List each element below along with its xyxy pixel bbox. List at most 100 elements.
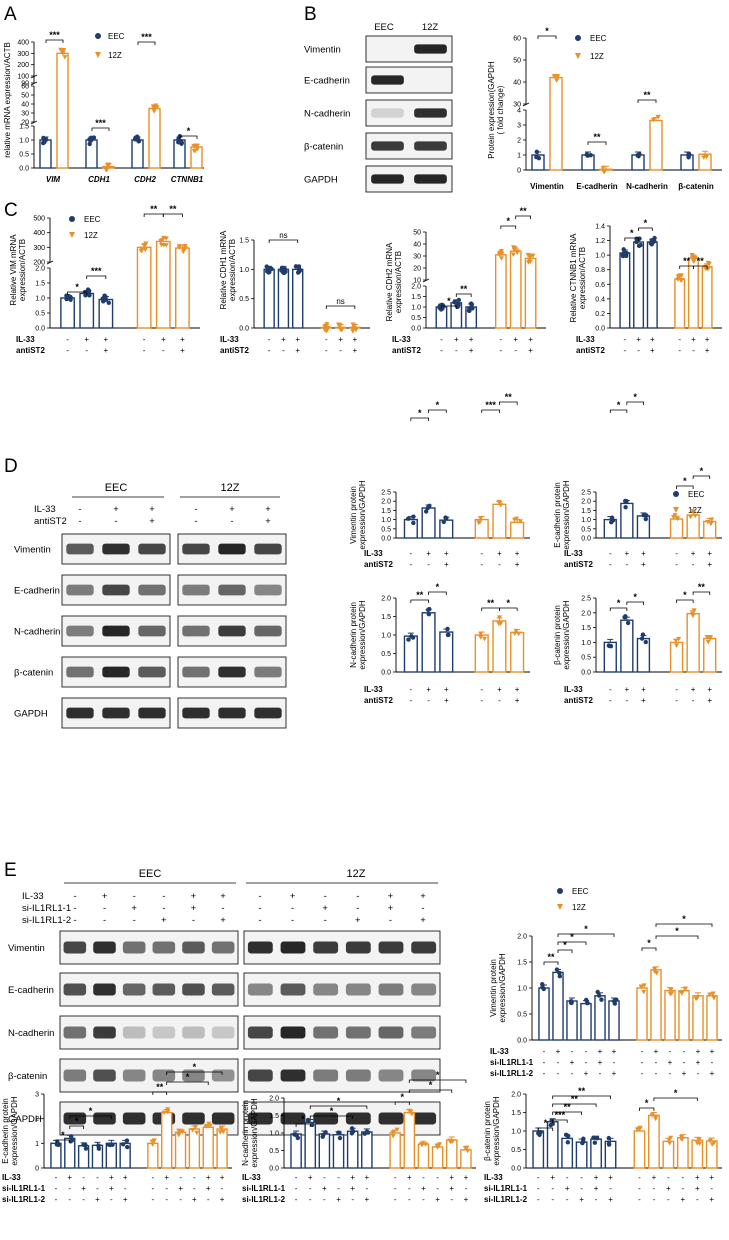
blot-e-band bbox=[247, 1026, 273, 1039]
treatment-sign: - bbox=[514, 346, 517, 355]
y-tick-label: 1.0 bbox=[595, 253, 605, 260]
blot-b-cell-12z: 12Z bbox=[422, 22, 439, 33]
treatment-label: IL-33 bbox=[242, 1173, 261, 1182]
data-point bbox=[310, 1122, 315, 1128]
treatment-sign: - bbox=[557, 1069, 560, 1078]
treatment-sign: + bbox=[707, 560, 712, 569]
treatment-label: IL-33 bbox=[564, 549, 583, 558]
blot-e-sign: - bbox=[291, 903, 294, 914]
blot-e-band bbox=[122, 941, 146, 954]
treatment-sign: + bbox=[695, 1173, 700, 1182]
significance-bracket bbox=[481, 409, 500, 413]
significance-bracket bbox=[166, 1071, 223, 1075]
y-tick-label: 1.5 bbox=[19, 124, 29, 131]
y-axis-label-line2: expression/ACTB bbox=[228, 239, 237, 301]
treatment-sign: + bbox=[579, 1195, 584, 1204]
significance-label: ns bbox=[279, 231, 287, 240]
legend-label-eec: EEC bbox=[108, 32, 125, 41]
bar-12z bbox=[676, 1136, 689, 1169]
y-tick-label: 3 bbox=[35, 1092, 39, 1099]
y-tick-label: 0.0 bbox=[381, 670, 391, 677]
y-tick-label: 0.0 bbox=[35, 326, 45, 333]
significance-label: * bbox=[75, 282, 79, 292]
data-point bbox=[266, 269, 272, 275]
treatment-sign: - bbox=[351, 1195, 354, 1204]
data-point bbox=[281, 270, 287, 276]
data-point bbox=[64, 296, 69, 302]
significance-bracket bbox=[626, 601, 644, 605]
treatment-sign: - bbox=[653, 1195, 656, 1204]
y-axis-label-line2: expression/GAPDH bbox=[492, 1096, 501, 1166]
treatment-sign: + bbox=[104, 346, 109, 355]
treatment-sign: - bbox=[455, 346, 458, 355]
blot-e-frame bbox=[59, 972, 239, 1007]
data-point bbox=[194, 1130, 200, 1136]
treatment-sign: + bbox=[336, 1195, 341, 1204]
chart-c3: 0.0 0.5 1.0 1.5 2.010 20 30 40 50 Relative CDH2 m… bbox=[385, 206, 546, 355]
x-tick-label: VIM bbox=[46, 175, 61, 184]
treatment-label: IL-33 bbox=[564, 685, 583, 694]
significance-bracket bbox=[653, 1097, 698, 1101]
y-tick-label: 50 bbox=[513, 58, 521, 65]
y-tick-label: 0.5 bbox=[581, 526, 591, 533]
panel-letter-b: B bbox=[304, 4, 317, 25]
data-point bbox=[568, 1000, 574, 1005]
y-tick-label: 1.0 bbox=[35, 296, 45, 303]
legend-label-eec: EEC bbox=[590, 34, 607, 43]
bar-eec bbox=[636, 637, 651, 673]
treatment-sign: + bbox=[515, 685, 520, 694]
data-point bbox=[513, 628, 519, 634]
data-point bbox=[68, 297, 73, 302]
treatment-sign: + bbox=[594, 1173, 599, 1182]
data-point bbox=[151, 109, 157, 114]
blot-d-band bbox=[138, 543, 166, 555]
treatment-sign: + bbox=[497, 549, 502, 558]
blot-e-il33-label: IL-33 bbox=[22, 891, 44, 902]
legend-label-12z: 12Z bbox=[688, 506, 702, 515]
y-tick-label: 1.0 bbox=[517, 986, 527, 993]
treatment-sign: - bbox=[325, 346, 328, 355]
blot-d-sign: - bbox=[194, 516, 197, 527]
bar-12z bbox=[389, 1132, 401, 1169]
y-axis-label-line2: expression/GAPDH bbox=[358, 480, 367, 550]
blot-e-band bbox=[122, 1112, 146, 1125]
data-point bbox=[138, 248, 144, 254]
bar-eec bbox=[538, 987, 550, 1041]
y-axis-label: Relative CTNNB1 mRNA bbox=[569, 233, 578, 323]
data-point bbox=[182, 243, 188, 249]
significance-bracket bbox=[500, 225, 517, 229]
significance-bracket bbox=[693, 265, 708, 269]
bar-12z bbox=[155, 240, 171, 329]
treatment-label: si-IL1RL1-2 bbox=[242, 1195, 286, 1204]
data-point bbox=[557, 974, 563, 979]
y-tick-label: 1.0 bbox=[269, 1131, 279, 1138]
treatment-sign: - bbox=[692, 696, 695, 705]
blot-e-label-0: Vimentin bbox=[8, 943, 45, 954]
treatment-sign: + bbox=[220, 1195, 225, 1204]
blot-e-band bbox=[411, 1069, 437, 1082]
blot-e-band bbox=[378, 941, 404, 954]
blot-d-sign: - bbox=[114, 516, 117, 527]
blot-b-band bbox=[371, 174, 404, 184]
blot-e-band bbox=[345, 983, 371, 996]
treatment-sign: - bbox=[55, 1173, 58, 1182]
blot-e-band bbox=[313, 983, 339, 996]
y-tick-label: 300 bbox=[33, 245, 45, 252]
treatment-sign: - bbox=[82, 1195, 85, 1204]
blot-d-band bbox=[218, 666, 246, 678]
data-point bbox=[634, 239, 639, 245]
blot-e-sign: - bbox=[133, 891, 136, 902]
data-point bbox=[498, 621, 504, 627]
bar-12z bbox=[648, 1114, 660, 1169]
x-tick-label: CTNNB1 bbox=[171, 175, 204, 184]
data-point bbox=[194, 144, 200, 150]
treatment-label: IL-33 bbox=[576, 335, 595, 344]
y-tick-label: 50 bbox=[21, 93, 29, 100]
panel-letter-d: D bbox=[4, 456, 18, 477]
blot-d-band bbox=[66, 543, 94, 555]
blot-d-band bbox=[218, 625, 246, 637]
y-tick-label: 1.5 bbox=[581, 625, 591, 632]
significance-label: *** bbox=[95, 118, 106, 128]
data-point bbox=[693, 996, 699, 1002]
treatment-sign: + bbox=[705, 335, 710, 344]
